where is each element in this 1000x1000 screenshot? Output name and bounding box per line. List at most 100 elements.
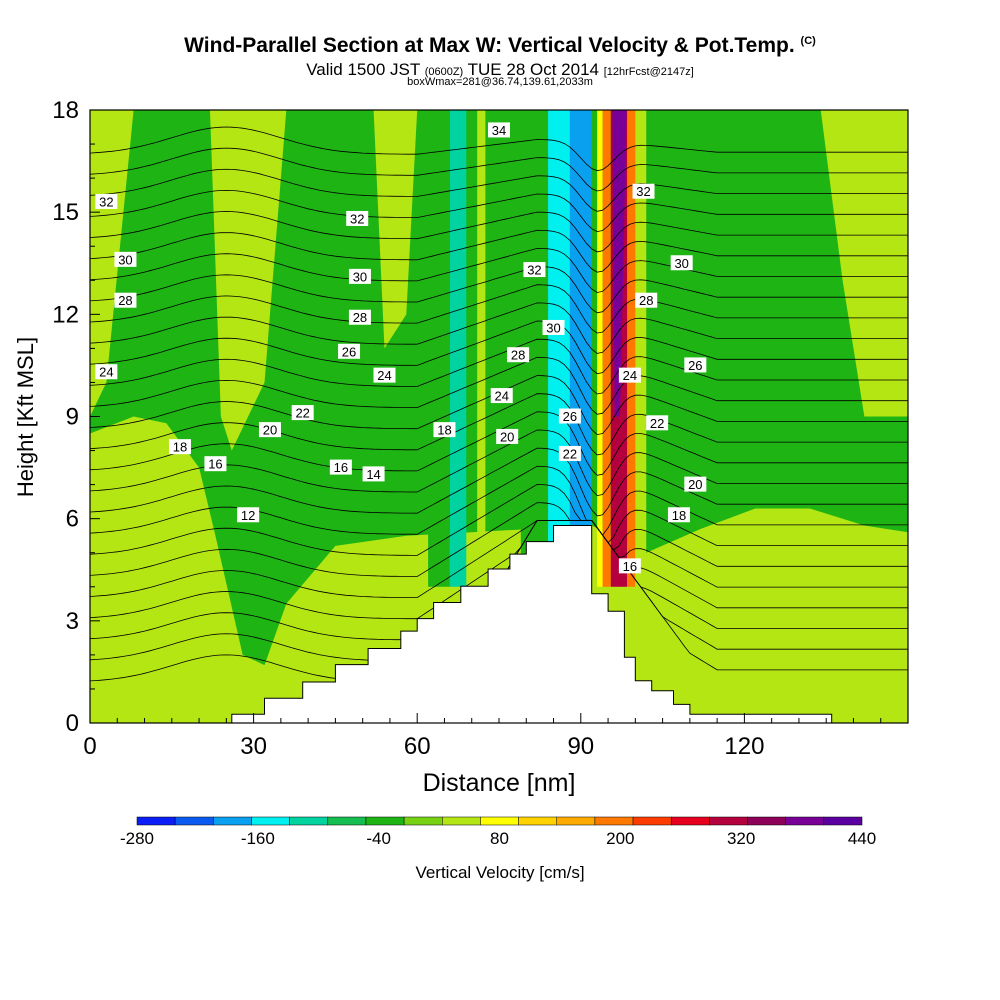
theta-label-box xyxy=(667,507,690,523)
theta-label-text: 32 xyxy=(636,184,650,199)
isentrope-line xyxy=(90,147,908,192)
theta-label-box xyxy=(338,343,361,359)
isentrope-line xyxy=(90,284,908,334)
velocity-band xyxy=(627,110,636,587)
theta-label: 28 xyxy=(507,347,530,363)
theta-label: 14 xyxy=(362,466,385,482)
chart-title-main: Wind-Parallel Section at Max W: Vertical… xyxy=(184,34,795,57)
theta-label-box xyxy=(346,210,369,226)
x-tick-label: 30 xyxy=(240,733,267,760)
theta-label: 30 xyxy=(670,255,693,271)
colorbar-swatch xyxy=(480,816,519,826)
colorbar-swatch xyxy=(403,816,443,826)
velocity-band xyxy=(597,110,603,587)
colorbar-swatch xyxy=(556,816,596,826)
theta-label-box xyxy=(558,408,581,424)
theta-label: 24 xyxy=(373,367,396,383)
axes: 0 30 60 90 120 0 3 6 9 12 15 18 xyxy=(52,97,882,760)
y-tick-label: 3 xyxy=(66,608,79,635)
theta-label-box xyxy=(348,309,371,325)
x-tick-label: 60 xyxy=(404,733,431,760)
colorbar-swatch xyxy=(174,816,214,826)
isentrope-line xyxy=(90,447,908,517)
theta-label: 24 xyxy=(95,364,118,380)
theta-label-text: 24 xyxy=(99,365,113,380)
theta-label-text: 16 xyxy=(208,457,222,472)
theta-label-box xyxy=(618,367,641,383)
theta-label-box xyxy=(632,183,655,199)
theta-label: 30 xyxy=(542,319,565,335)
x-tick-label: 90 xyxy=(567,733,594,760)
theta-label: 20 xyxy=(258,422,281,438)
isentrope-line xyxy=(90,168,908,212)
theta-label: 30 xyxy=(348,268,371,284)
theta-label: 32 xyxy=(95,193,118,209)
colorbar-swatch xyxy=(747,816,786,826)
isentrope-line xyxy=(90,320,908,375)
colorbar-tick-label: 320 xyxy=(727,829,755,848)
theta-label-box xyxy=(291,405,314,421)
box-wmax-line: boxWmax=281@36.74,139.61,2033m xyxy=(407,76,593,88)
theta-label-box xyxy=(558,445,581,461)
colorbar-tick-label: -40 xyxy=(366,829,391,848)
theta-label-text: 26 xyxy=(688,358,702,373)
theta-label-box xyxy=(646,415,669,431)
isentrope-line xyxy=(90,483,908,556)
theta-label-text: 20 xyxy=(263,423,277,438)
theta-label-box xyxy=(488,122,510,138)
isentrope-line xyxy=(90,302,908,354)
isentrope-line xyxy=(90,502,908,577)
theta-label: 16 xyxy=(204,456,227,472)
theta-label-text: 22 xyxy=(295,406,309,421)
isentrope-line xyxy=(90,211,908,253)
theta-label-text: 30 xyxy=(353,269,367,284)
theta-label: 32 xyxy=(346,210,369,226)
theta-label-text: 24 xyxy=(623,368,637,383)
theta-label-box xyxy=(348,268,371,284)
theta-label-text: 22 xyxy=(563,446,577,461)
theta-label: 18 xyxy=(667,507,690,523)
theta-label-text: 28 xyxy=(118,293,132,308)
theta-label-box xyxy=(670,255,693,271)
theta-label-box xyxy=(114,292,137,308)
theta-label-box xyxy=(507,347,530,363)
theta-label-text: 16 xyxy=(334,460,348,475)
theta-label-text: 32 xyxy=(527,263,541,278)
theta-label-text: 34 xyxy=(492,123,506,138)
theta-label: 26 xyxy=(558,408,581,424)
y-tick-label: 18 xyxy=(52,97,79,124)
theta-label: 26 xyxy=(338,343,361,359)
colorbar-swatch xyxy=(709,816,748,826)
theta-label-box xyxy=(237,507,260,523)
colorbar-swatch xyxy=(823,816,863,826)
isentrope-line xyxy=(90,189,908,233)
isentrope-line xyxy=(90,229,908,273)
theta-label-box xyxy=(684,357,707,373)
velocity-band xyxy=(428,110,450,587)
theta-label-text: 32 xyxy=(350,211,364,226)
theta-label: 30 xyxy=(114,251,137,267)
weak-ascent-plume xyxy=(373,110,418,349)
colorbar-tick-label: 80 xyxy=(490,829,509,848)
theta-label-text: 26 xyxy=(342,344,356,359)
valid-prefix: Valid 1500 JST xyxy=(306,60,420,79)
theta-label-text: 12 xyxy=(241,508,255,523)
theta-label: 22 xyxy=(558,445,581,461)
theta-label: 12 xyxy=(237,507,260,523)
isentrope-line xyxy=(90,520,908,598)
theta-label-box xyxy=(496,428,519,444)
theta-label-text: 18 xyxy=(672,508,686,523)
theta-label-text: 28 xyxy=(511,348,525,363)
y-tick-label: 6 xyxy=(66,506,79,533)
theta-label-text: 20 xyxy=(500,429,514,444)
y-axis-label: Height [Kft MSL] xyxy=(13,337,38,497)
theta-label-text: 14 xyxy=(366,467,380,482)
colorbar-swatch xyxy=(594,816,634,826)
theta-label-text: 22 xyxy=(650,416,664,431)
chart-valid-line: Valid 1500 JST (0600Z) TUE 28 Oct 2014 [… xyxy=(0,60,1000,80)
colorbar-swatch xyxy=(518,816,557,826)
theta-label-box xyxy=(433,422,456,438)
colorbar-swatch xyxy=(136,816,176,826)
theta-label-box xyxy=(258,422,281,438)
theta-label-box xyxy=(95,364,118,380)
